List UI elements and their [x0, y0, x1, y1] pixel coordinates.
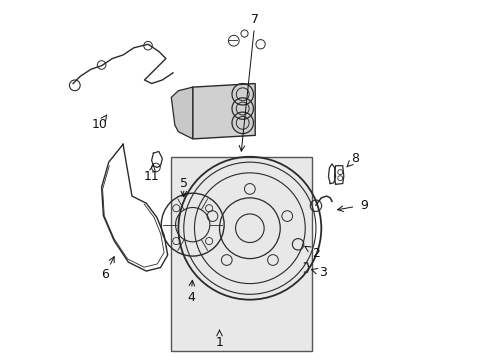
Text: 7: 7 — [251, 13, 259, 26]
Text: 10: 10 — [92, 118, 107, 131]
Text: 4: 4 — [186, 291, 194, 305]
Polygon shape — [171, 87, 192, 139]
Text: 2: 2 — [311, 247, 319, 260]
Text: 11: 11 — [143, 170, 159, 183]
Text: 6: 6 — [101, 268, 109, 281]
Bar — [171, 157, 312, 351]
Text: 5: 5 — [180, 177, 187, 190]
Polygon shape — [192, 84, 255, 139]
Text: 3: 3 — [319, 266, 326, 279]
Text: 9: 9 — [360, 198, 367, 212]
Text: 1: 1 — [215, 336, 223, 349]
Text: 8: 8 — [350, 152, 359, 165]
